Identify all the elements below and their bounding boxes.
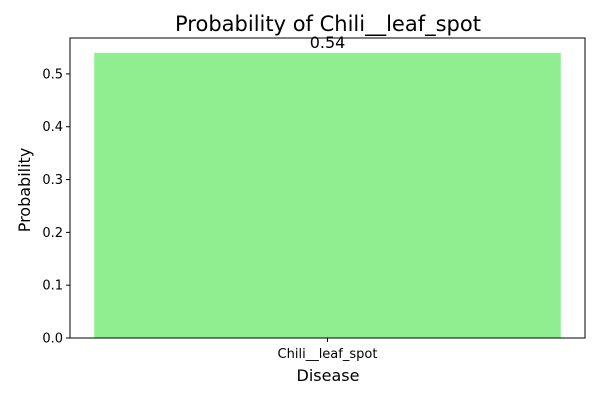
x-axis-label: Disease	[297, 366, 360, 385]
y-tick-label-2: 0.2	[42, 226, 63, 241]
y-tick-label-4: 0.4	[42, 120, 63, 135]
x-tick-label-0: Chili__leaf_spot	[278, 347, 378, 362]
bar-0	[94, 52, 561, 338]
y-tick-label-5: 0.5	[42, 67, 63, 82]
y-tick-label-0: 0.0	[42, 332, 63, 347]
y-tick-label-1: 0.1	[42, 279, 63, 294]
y-axis-label: Probability	[15, 148, 34, 233]
bar-value-label-0: 0.54	[310, 33, 346, 52]
y-tick-label-3: 0.3	[42, 173, 63, 188]
chart-title: Probability of Chili__leaf_spot	[175, 12, 481, 37]
axes-frame	[69, 37, 586, 339]
plot-area: 0.54 Chili__leaf_spot 0.0 0.1 0.2 0.3 0.4 0.5	[42, 33, 586, 362]
